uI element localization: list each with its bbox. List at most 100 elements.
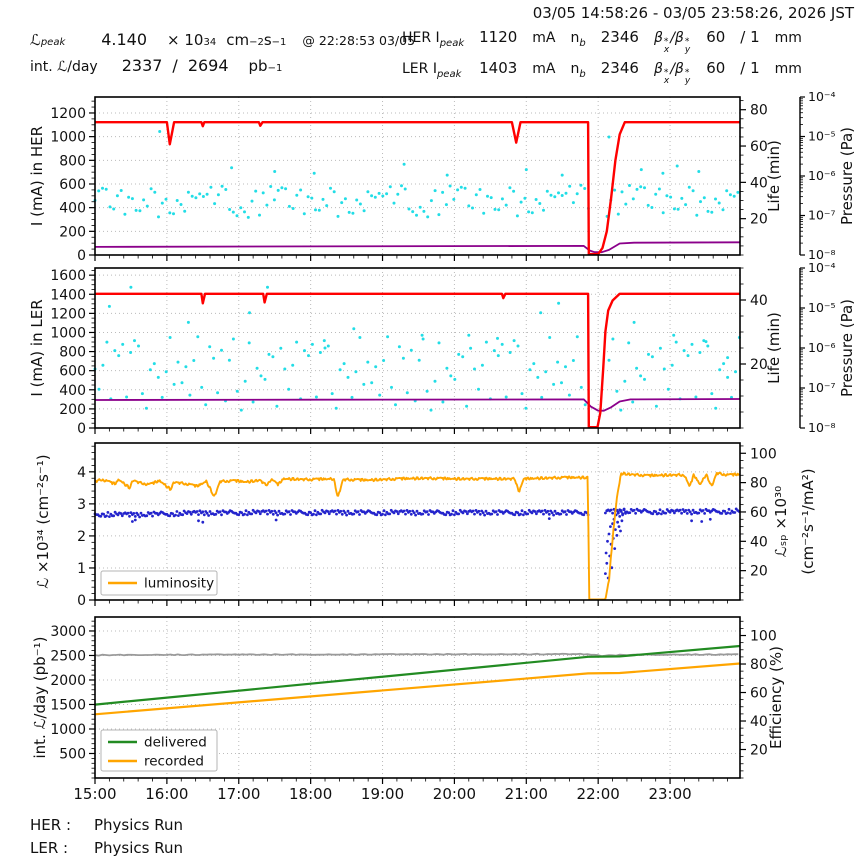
svg-text:Pressure (Pa): Pressure (Pa): [838, 127, 856, 225]
svg-text:4: 4: [77, 465, 86, 481]
svg-text:200: 200: [59, 224, 86, 240]
svg-text:Life (min): Life (min): [765, 312, 783, 384]
svg-text:20: 20: [750, 357, 768, 373]
legend-luminosity: luminosity: [100, 570, 218, 596]
svg-text:17:00: 17:00: [217, 785, 260, 803]
ler-status-value: Physics Run: [94, 839, 184, 857]
svg-text:ℒₛₚ ×10³⁰: ℒₛₚ ×10³⁰: [772, 486, 790, 557]
svg-text:I (mA) in HER: I (mA) in HER: [28, 126, 46, 226]
lpeak-units: cm −2 s −1: [226, 31, 287, 49]
her-nb-label: nb: [570, 30, 586, 49]
svg-text:Efficiency (%): Efficiency (%): [767, 646, 785, 749]
svg-text:3000: 3000: [50, 624, 86, 640]
her-beta-x: 60: [706, 28, 726, 46]
svg-text:1500: 1500: [50, 697, 86, 713]
svg-text:10⁻⁵: 10⁻⁵: [808, 300, 836, 315]
legend-integrated-luminosity: delivered recorded: [100, 729, 218, 772]
integrated-luminosity-row: int. ℒ/day 2337 / 2694 pb −1: [30, 56, 283, 75]
ler-current-line: [95, 292, 740, 429]
svg-text:1400: 1400: [50, 287, 86, 303]
her-status-value: Physics Run: [94, 816, 184, 834]
specific-luminosity-scatter: [93, 507, 741, 580]
svg-text:400: 400: [59, 201, 86, 217]
svg-text:1600: 1600: [50, 268, 86, 284]
ler-ipeak-label: LER Ipeak: [402, 61, 462, 80]
svg-text:800: 800: [59, 153, 86, 169]
ler-life-scatter: [93, 285, 741, 412]
recorded-line: [94, 662, 741, 716]
svg-text:40: 40: [750, 714, 768, 730]
svg-text:(cm⁻²s⁻¹/mA²): (cm⁻²s⁻¹/mA²): [799, 468, 817, 574]
intl-label: int. ℒ/day: [30, 59, 98, 75]
her-beta-label: β * x / β * y: [653, 30, 691, 55]
her-ipeak-label: HER Ipeak: [402, 30, 465, 49]
svg-text:400: 400: [59, 383, 86, 399]
svg-text:23:00: 23:00: [648, 785, 691, 803]
svg-text:100: 100: [750, 629, 777, 645]
her-current-line: [95, 121, 740, 256]
lpeak-value: 4.140: [101, 30, 148, 49]
date-range: 03/05 14:58:26 - 03/05 23:58:26, 2026 JS…: [532, 4, 854, 22]
delivered-line: [94, 644, 741, 706]
svg-text:delivered: delivered: [144, 735, 207, 751]
svg-text:10⁻⁷: 10⁻⁷: [808, 380, 836, 395]
svg-text:10⁻⁶: 10⁻⁶: [808, 168, 836, 183]
svg-text:Life (min): Life (min): [765, 140, 783, 212]
svg-text:10⁻⁴: 10⁻⁴: [808, 89, 836, 104]
svg-text:1: 1: [77, 561, 86, 577]
svg-text:22:00: 22:00: [577, 785, 620, 803]
svg-text:600: 600: [59, 177, 86, 193]
ler-nb-label: nb: [570, 61, 586, 80]
svg-text:40: 40: [750, 175, 768, 191]
ler-beta-label: β * x / β * y: [653, 61, 691, 86]
svg-text:0: 0: [77, 421, 86, 437]
lpeak-timestamp: @ 22:28:53 03/05: [302, 33, 416, 48]
svg-text:10⁻⁸: 10⁻⁸: [808, 420, 836, 435]
svg-text:19:00: 19:00: [361, 785, 404, 803]
intl-unit: pb −1: [248, 57, 283, 75]
svg-text:200: 200: [59, 402, 86, 418]
svg-text:500: 500: [59, 746, 86, 762]
svg-text:2000: 2000: [50, 673, 86, 689]
luminosity-line: [94, 471, 741, 601]
intl-total: 2694: [187, 56, 229, 75]
svg-text:2: 2: [77, 529, 86, 545]
ler-current: 1403: [479, 59, 518, 77]
her-beta-unit: mm: [774, 30, 802, 46]
svg-text:60: 60: [750, 505, 768, 521]
svg-text:60: 60: [750, 139, 768, 155]
lpeak-factor: × 10 34: [167, 31, 217, 49]
ler-beta-x: 60: [706, 59, 726, 77]
svg-text:1200: 1200: [50, 306, 86, 322]
svg-text:I (mA) in LER: I (mA) in LER: [28, 299, 46, 396]
svg-text:3: 3: [77, 497, 86, 513]
svg-text:0: 0: [77, 593, 86, 609]
svg-text:40: 40: [750, 534, 768, 550]
svg-text:10⁻⁴: 10⁻⁴: [808, 260, 836, 275]
svg-text:luminosity: luminosity: [144, 576, 214, 592]
plot-luminosity: 0 1 2 3 4 ℒ ×10³⁴ (cm⁻²s⁻¹) 20 40 60 80 100 ℒₛₚ ×10…: [34, 442, 817, 609]
svg-text:40: 40: [750, 293, 768, 309]
svg-text:10⁻⁸: 10⁻⁸: [808, 247, 836, 262]
ler-current-unit: mA: [532, 61, 556, 77]
svg-text:20: 20: [750, 212, 768, 228]
svg-text:1000: 1000: [50, 722, 86, 738]
svg-text:20: 20: [750, 743, 768, 759]
svg-text:80: 80: [750, 476, 768, 492]
svg-text:100: 100: [750, 446, 777, 462]
her-pressure-line: [94, 241, 741, 254]
svg-text:800: 800: [59, 345, 86, 361]
ler-beta-unit: mm: [774, 61, 802, 77]
svg-text:80: 80: [750, 103, 768, 119]
ler-nb-value: 2346: [600, 59, 639, 77]
her-current-unit: mA: [532, 30, 556, 46]
svg-text:0: 0: [77, 248, 86, 264]
svg-text:10⁻⁷: 10⁻⁷: [808, 208, 836, 223]
plot-integrated-luminosity: 15:00 16:00 17:00 18:00 19:00 20:00 21:00 22:00…: [31, 616, 785, 803]
svg-text:16:00: 16:00: [145, 785, 188, 803]
